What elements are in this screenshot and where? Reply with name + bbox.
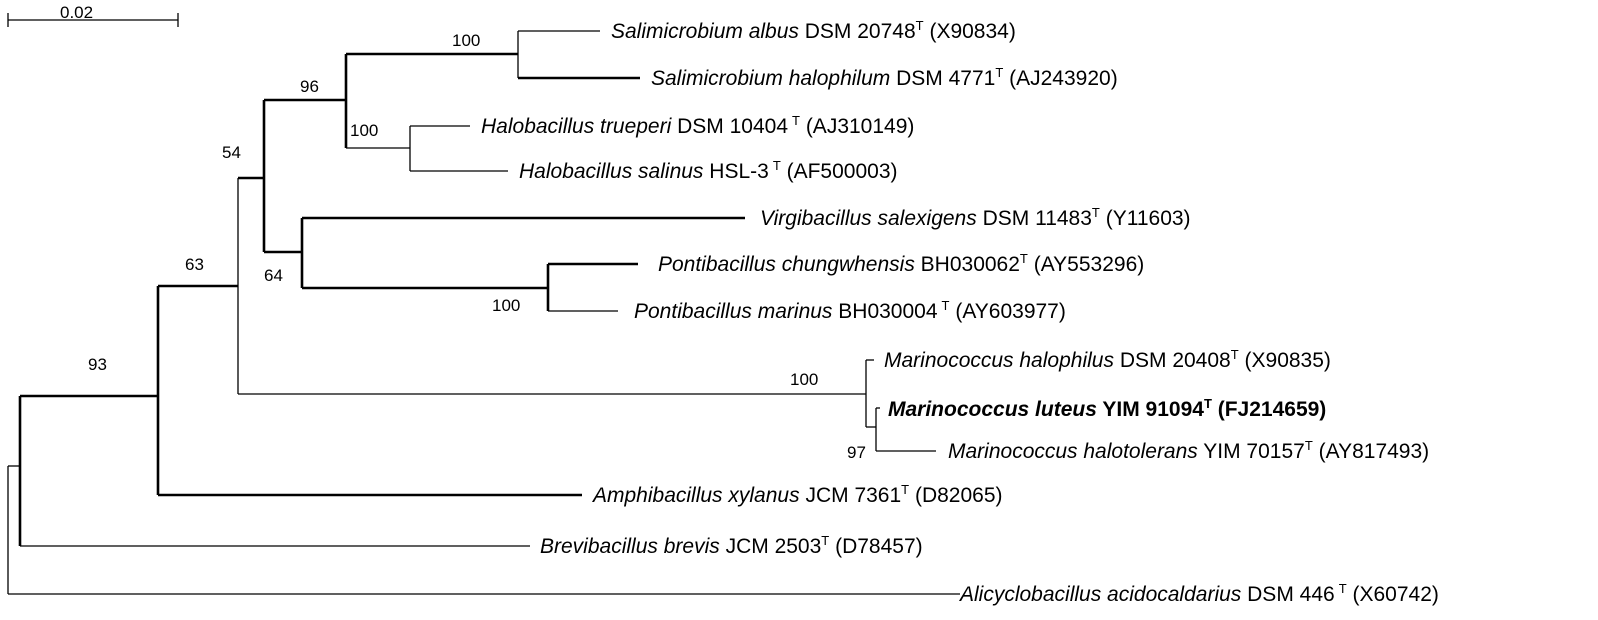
taxon-halobacillus-trueperi: Halobacillus trueperi DSM 10404 T (AJ3101…	[481, 113, 914, 138]
taxon-marinococcus-halophilus: Marinococcus halophilus DSM 20408T (X908…	[884, 347, 1331, 372]
tree-branches	[7, 30, 960, 595]
taxon-salimicrobium-halophilum: Salimicrobium halophilum DSM 4771T (AJ24…	[651, 65, 1118, 90]
taxon-salimicrobium-albus: Salimicrobium albus DSM 20748T (X90834)	[611, 18, 1016, 43]
taxon-labels: Salimicrobium albus DSM 20748T (X90834) …	[481, 18, 1439, 606]
bootstrap-values: 100 96 100 54 64 100 63 100 97 93	[88, 31, 866, 462]
scale-bar-label: 0.02	[60, 3, 93, 22]
scale-bar: 0.02	[7, 3, 179, 27]
taxon-marinococcus-halotolerans: Marinococcus halotolerans YIM 70157T (AY…	[948, 438, 1429, 463]
bootstrap-64: 64	[264, 266, 283, 285]
taxon-pontibacillus-marinus: Pontibacillus marinus BH030004 T (AY60397…	[634, 298, 1066, 323]
bootstrap-salimicrobium: 100	[452, 31, 480, 50]
bootstrap-pontibacillus: 100	[492, 296, 520, 315]
taxon-amphibacillus-xylanus: Amphibacillus xylanus JCM 7361T (D82065)	[591, 482, 1003, 507]
bootstrap-93: 93	[88, 355, 107, 374]
taxon-pontibacillus-chungwhensis: Pontibacillus chungwhensis BH030062T (AY…	[658, 251, 1144, 276]
bootstrap-54: 54	[222, 143, 241, 162]
bootstrap-97: 97	[847, 443, 866, 462]
taxon-brevibacillus-brevis: Brevibacillus brevis JCM 2503T (D78457)	[540, 533, 923, 558]
taxon-virgibacillus-salexigens: Virgibacillus salexigens DSM 11483T (Y11…	[760, 205, 1191, 230]
taxon-alicyclobacillus-acidocaldarius: Alicyclobacillus acidocaldarius DSM 446 T…	[958, 581, 1439, 606]
bootstrap-halobacillus: 100	[350, 121, 378, 140]
taxon-halobacillus-salinus: Halobacillus salinus HSL-3 T (AF500003)	[519, 158, 898, 183]
bootstrap-marinococcus: 100	[790, 370, 818, 389]
taxon-marinococcus-luteus: Marinococcus luteus YIM 91094T (FJ214659…	[888, 396, 1326, 421]
bootstrap-63: 63	[185, 255, 204, 274]
bootstrap-96: 96	[300, 77, 319, 96]
